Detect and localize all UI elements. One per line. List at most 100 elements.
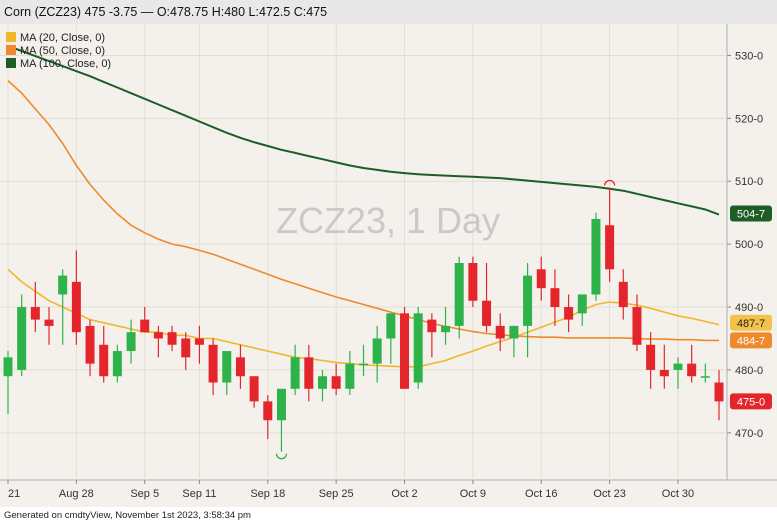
candle [3, 351, 13, 414]
x-tick-label: Oct 2 [391, 488, 417, 500]
candle [304, 344, 314, 402]
legend-swatch-ma20 [6, 32, 16, 42]
candle-body [276, 388, 286, 421]
candle-body [58, 275, 68, 295]
candle [523, 263, 533, 358]
legend-ma100: MA (100, Close, 0) [20, 58, 111, 70]
candle [44, 307, 54, 345]
candle-body [126, 332, 136, 352]
candle [700, 363, 710, 383]
x-axis: 21 Aug 28 Sep 5 Sep 11 Sep 18 Sep 25 Oct 2 Oct … [7, 480, 694, 500]
candle-body [400, 313, 410, 389]
candle [290, 344, 300, 396]
footer-bar [0, 507, 777, 523]
candle-body [222, 351, 232, 383]
candle-body [468, 263, 478, 301]
candle [194, 325, 204, 364]
candlesticks [3, 187, 724, 452]
candle [222, 351, 232, 396]
legend: MA (20, Close, 0) MA (50, Close, 0) MA (… [6, 32, 111, 70]
high-marker [603, 179, 616, 186]
candle-body [153, 332, 163, 339]
candle-body [700, 376, 710, 378]
x-tick-label: Oct 9 [460, 488, 486, 500]
candle [495, 313, 505, 352]
price-badge-label: 475-0 [737, 396, 765, 408]
price-badge-bg [730, 393, 772, 410]
candle [454, 256, 464, 339]
candle [249, 376, 259, 408]
candle [167, 325, 177, 352]
candle [427, 313, 437, 358]
y-axis-area [727, 24, 777, 480]
candle-body [632, 307, 642, 345]
candle-body [687, 363, 697, 377]
candle [235, 344, 245, 389]
candle [413, 307, 423, 389]
price-badge-bg [730, 205, 772, 222]
candle-body [509, 325, 519, 339]
candle-body [495, 325, 505, 339]
price-badge-label: 487-7 [737, 318, 765, 330]
candle [468, 256, 478, 308]
legend-swatch-ma100 [6, 58, 16, 68]
candle-body [167, 332, 177, 345]
x-tick-label: Oct 30 [662, 488, 694, 500]
candle-body [441, 325, 451, 333]
candle-body [714, 382, 724, 402]
price-badge: 475-0 [730, 393, 772, 410]
low-marker [275, 453, 288, 460]
chart-header-title: Corn (ZCZ23) 475 -3.75 — O:478.75 H:480 … [4, 5, 327, 19]
candle [482, 263, 492, 333]
watermark: ZCZ23, 1 Day [276, 200, 500, 241]
candle [564, 294, 574, 333]
candle [263, 395, 273, 440]
candle [687, 344, 697, 383]
candle [153, 325, 163, 358]
candle [577, 294, 587, 326]
candle-body [208, 344, 218, 383]
candle [632, 294, 642, 352]
candle [536, 256, 546, 301]
x-tick-label: Oct 23 [593, 488, 625, 500]
candle [386, 313, 396, 364]
y-tick-label: 500-0 [735, 239, 763, 251]
candle [345, 351, 355, 396]
candle [17, 294, 27, 377]
y-tick-label: 530-0 [735, 50, 763, 62]
candle-body [331, 376, 341, 389]
x-axis-area [0, 480, 777, 507]
price-badge-bg [730, 314, 772, 331]
price-badge-label: 504-7 [737, 208, 765, 220]
candle [181, 332, 191, 370]
price-badges: 504-7 487-7 484-7 475-0 [730, 205, 772, 410]
candle-body [85, 325, 95, 364]
candle [372, 325, 382, 383]
candle-body [140, 319, 150, 333]
x-tick-label: Oct 16 [525, 488, 557, 500]
candle [58, 269, 68, 345]
candle-body [249, 376, 259, 402]
candle [714, 369, 724, 421]
y-tick-label: 490-0 [735, 302, 763, 314]
candle-body [413, 313, 423, 383]
price-badge: 484-7 [730, 332, 772, 349]
candle [400, 307, 410, 389]
candle [30, 281, 40, 333]
candle [646, 332, 656, 389]
candle-body [3, 357, 13, 377]
candle [618, 269, 628, 320]
candle [317, 369, 327, 402]
candle-body [30, 307, 40, 320]
candle [659, 344, 669, 389]
candle-body [17, 307, 27, 370]
candle [591, 212, 601, 301]
candle-body [99, 344, 109, 377]
y-axis: 470-0 480-0 490-0 500-0 510-0 520-0 530-0 [727, 50, 763, 440]
footer-text: Generated on cmdtyView, November 1st 202… [4, 510, 251, 521]
x-tick-label: Sep 18 [250, 488, 285, 500]
candle-body [550, 288, 560, 308]
candle-body [44, 319, 54, 326]
candle [276, 388, 286, 452]
